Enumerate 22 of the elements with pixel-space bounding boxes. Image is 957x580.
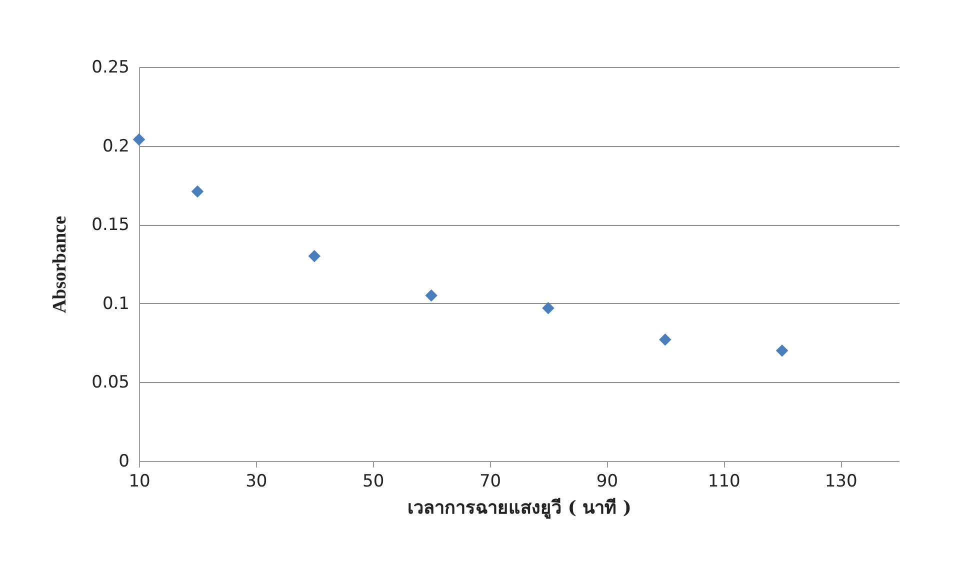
y-tick-label: 0.1 <box>102 294 130 314</box>
point <box>132 133 146 146</box>
y-axis-title: Absorbance <box>50 216 71 314</box>
x-tick-label: 90 <box>596 472 618 492</box>
point <box>776 344 788 357</box>
x-axis-title: เวลาการฉายแสงยูวี ( นาที ) <box>408 498 632 520</box>
y-tick-label: 0.2 <box>102 136 130 156</box>
x-tick-label: 10 <box>128 472 150 492</box>
y-tick-label: 0.15 <box>92 215 130 236</box>
x-tick-label: 110 <box>708 472 740 492</box>
point <box>425 289 438 302</box>
x-tick-label: 30 <box>246 472 268 492</box>
y-tick-label: 0.25 <box>92 58 130 78</box>
x-tick-label: 50 <box>362 472 384 492</box>
y-tick-label: 0 <box>118 452 130 472</box>
point <box>659 334 672 346</box>
point <box>308 250 321 262</box>
x-tick-label: 130 <box>824 472 858 492</box>
point <box>542 302 554 314</box>
point <box>191 185 204 198</box>
y-tick-label: 0.05 <box>92 372 130 393</box>
x-tick-label: 70 <box>479 472 502 492</box>
